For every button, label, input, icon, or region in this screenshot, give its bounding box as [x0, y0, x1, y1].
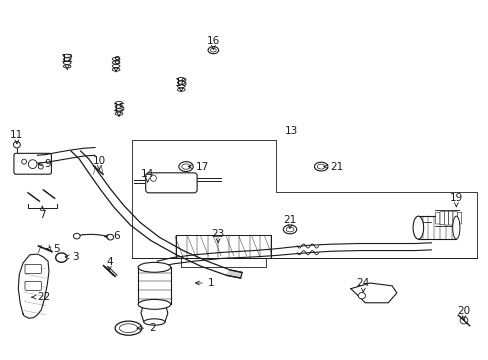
Text: 13: 13	[284, 126, 298, 136]
FancyBboxPatch shape	[145, 173, 197, 193]
Ellipse shape	[39, 164, 43, 169]
Text: 1: 1	[195, 278, 214, 288]
Text: 12: 12	[61, 54, 74, 70]
FancyBboxPatch shape	[447, 211, 452, 225]
Ellipse shape	[283, 225, 296, 234]
FancyBboxPatch shape	[439, 212, 444, 225]
Text: 2: 2	[137, 323, 156, 333]
Text: 20: 20	[456, 306, 469, 320]
Text: 15: 15	[112, 103, 125, 116]
FancyBboxPatch shape	[14, 153, 51, 174]
Polygon shape	[18, 254, 49, 318]
FancyBboxPatch shape	[435, 212, 439, 224]
FancyBboxPatch shape	[25, 264, 41, 273]
Text: 21: 21	[323, 162, 343, 172]
Text: 17: 17	[188, 162, 208, 172]
Text: 9: 9	[38, 159, 51, 169]
Text: 11: 11	[10, 130, 23, 144]
Text: 3: 3	[65, 252, 79, 262]
Text: 6: 6	[104, 231, 119, 242]
Text: 21: 21	[283, 215, 296, 229]
Polygon shape	[350, 283, 396, 303]
Ellipse shape	[115, 321, 142, 335]
Ellipse shape	[317, 164, 325, 169]
Ellipse shape	[14, 141, 20, 148]
FancyBboxPatch shape	[456, 212, 461, 224]
Text: 10: 10	[93, 156, 105, 169]
Ellipse shape	[138, 300, 170, 309]
FancyBboxPatch shape	[452, 212, 456, 225]
Ellipse shape	[208, 47, 218, 54]
FancyBboxPatch shape	[444, 211, 448, 225]
Ellipse shape	[28, 160, 37, 168]
Ellipse shape	[285, 227, 293, 232]
FancyBboxPatch shape	[25, 281, 41, 291]
Text: 22: 22	[32, 292, 51, 302]
Ellipse shape	[143, 319, 164, 325]
Ellipse shape	[314, 162, 327, 171]
Ellipse shape	[138, 262, 170, 272]
Text: 14: 14	[141, 168, 154, 182]
Ellipse shape	[412, 216, 423, 239]
Ellipse shape	[73, 233, 80, 239]
Ellipse shape	[182, 164, 190, 169]
Text: 24: 24	[356, 278, 369, 292]
Ellipse shape	[21, 159, 26, 164]
Text: 18: 18	[174, 78, 187, 91]
Text: 4: 4	[106, 257, 112, 270]
Ellipse shape	[210, 48, 216, 52]
Ellipse shape	[150, 175, 156, 181]
Ellipse shape	[179, 162, 193, 171]
Text: 8: 8	[113, 56, 119, 72]
Ellipse shape	[107, 234, 113, 240]
Ellipse shape	[358, 293, 365, 299]
Text: 5: 5	[47, 244, 60, 254]
Text: 19: 19	[449, 193, 462, 207]
Text: 16: 16	[206, 36, 220, 49]
Text: 23: 23	[211, 229, 224, 243]
Text: 7: 7	[39, 206, 45, 220]
Ellipse shape	[452, 216, 459, 239]
Ellipse shape	[119, 324, 137, 333]
Polygon shape	[226, 270, 242, 278]
